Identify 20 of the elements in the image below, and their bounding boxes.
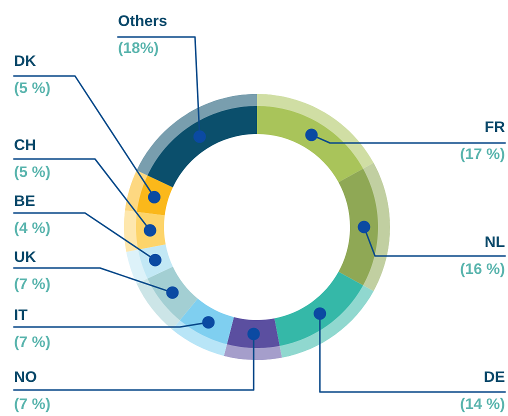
data-label: (16 %) bbox=[460, 262, 504, 278]
slice-label: CH bbox=[14, 139, 36, 150]
slice-label: NO bbox=[15, 371, 36, 382]
data-label: (4 %) bbox=[14, 222, 50, 236]
slice-label: DK bbox=[15, 55, 36, 66]
slice-label: Others bbox=[118, 14, 167, 26]
data-label: (17 %) bbox=[460, 148, 504, 162]
data-label: (5 %) bbox=[14, 82, 50, 96]
data-label: (7 %) bbox=[14, 398, 50, 412]
slice-label: NL bbox=[486, 236, 505, 247]
slice-label: FR bbox=[486, 121, 505, 132]
slice-label: UK bbox=[14, 251, 36, 262]
slice-label: IT bbox=[15, 309, 28, 320]
slice-label: DE bbox=[484, 371, 504, 382]
data-label: (7 %) bbox=[14, 278, 50, 292]
slice-label: BE bbox=[15, 195, 35, 206]
data-label: (14 %) bbox=[460, 398, 504, 412]
data-label: (18%) bbox=[118, 42, 158, 56]
data-label: (5 %) bbox=[14, 166, 50, 180]
data-label: (7 %) bbox=[14, 336, 50, 350]
